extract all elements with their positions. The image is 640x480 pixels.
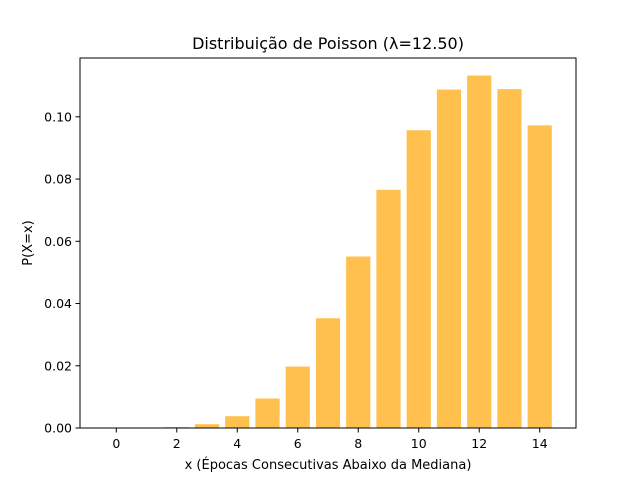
bar-x-7 xyxy=(315,318,341,428)
y-tick-label: 0.10 xyxy=(44,109,72,124)
y-tick-label: 0.04 xyxy=(44,296,72,311)
y-tick-label: 0.08 xyxy=(44,172,72,187)
y-tick-label: 0.02 xyxy=(44,358,72,373)
x-tick-label: 14 xyxy=(532,436,548,451)
bar-x-12 xyxy=(467,75,492,429)
plot-frame xyxy=(79,57,577,429)
bar-x-9 xyxy=(376,189,401,428)
x-tick-label: 4 xyxy=(233,436,241,451)
bar-x-14 xyxy=(527,125,552,428)
x-tick-label: 0 xyxy=(112,436,120,451)
x-tick-label: 2 xyxy=(173,436,181,451)
bars-group xyxy=(104,75,552,429)
y-axis-ticks: 0.00 0.02 0.04 0.06 0.08 0.10 xyxy=(44,109,80,436)
chart-title: Distribuição de Poisson (λ=12.50) xyxy=(192,34,464,53)
x-axis-label: x (Épocas Consecutivas Abaixo da Mediana… xyxy=(185,457,472,473)
bar-x-6 xyxy=(285,366,310,428)
bar-x-10 xyxy=(406,130,431,428)
y-tick-label: 0.00 xyxy=(44,421,72,436)
bar-x-3 xyxy=(194,424,220,428)
bar-x-8 xyxy=(346,256,371,428)
y-axis-label: P(X=x) xyxy=(21,220,36,265)
x-tick-label: 6 xyxy=(294,436,302,451)
x-tick-label: 10 xyxy=(411,436,427,451)
x-tick-label: 12 xyxy=(471,436,487,451)
bar-x-4 xyxy=(225,416,250,428)
bar-x-13 xyxy=(497,89,522,429)
x-tick-label: 8 xyxy=(354,436,362,451)
bar-x-5 xyxy=(255,398,280,428)
x-axis-ticks: 0 2 4 6 8 10 12 14 xyxy=(112,428,548,451)
bar-x-11 xyxy=(436,89,462,428)
y-tick-label: 0.06 xyxy=(44,234,72,249)
